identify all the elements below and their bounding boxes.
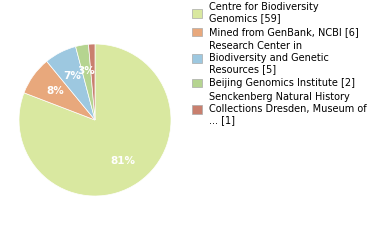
Text: 8%: 8% bbox=[46, 86, 64, 96]
Text: 81%: 81% bbox=[111, 156, 136, 166]
Wedge shape bbox=[19, 44, 171, 196]
Wedge shape bbox=[47, 47, 95, 120]
Wedge shape bbox=[76, 44, 95, 120]
Legend: Centre for Biodiversity
Genomics [59], Mined from GenBank, NCBI [6], Research Ce: Centre for Biodiversity Genomics [59], M… bbox=[190, 0, 369, 127]
Wedge shape bbox=[24, 61, 95, 120]
Text: 3%: 3% bbox=[78, 66, 95, 76]
Text: 7%: 7% bbox=[63, 71, 81, 81]
Wedge shape bbox=[89, 44, 95, 120]
